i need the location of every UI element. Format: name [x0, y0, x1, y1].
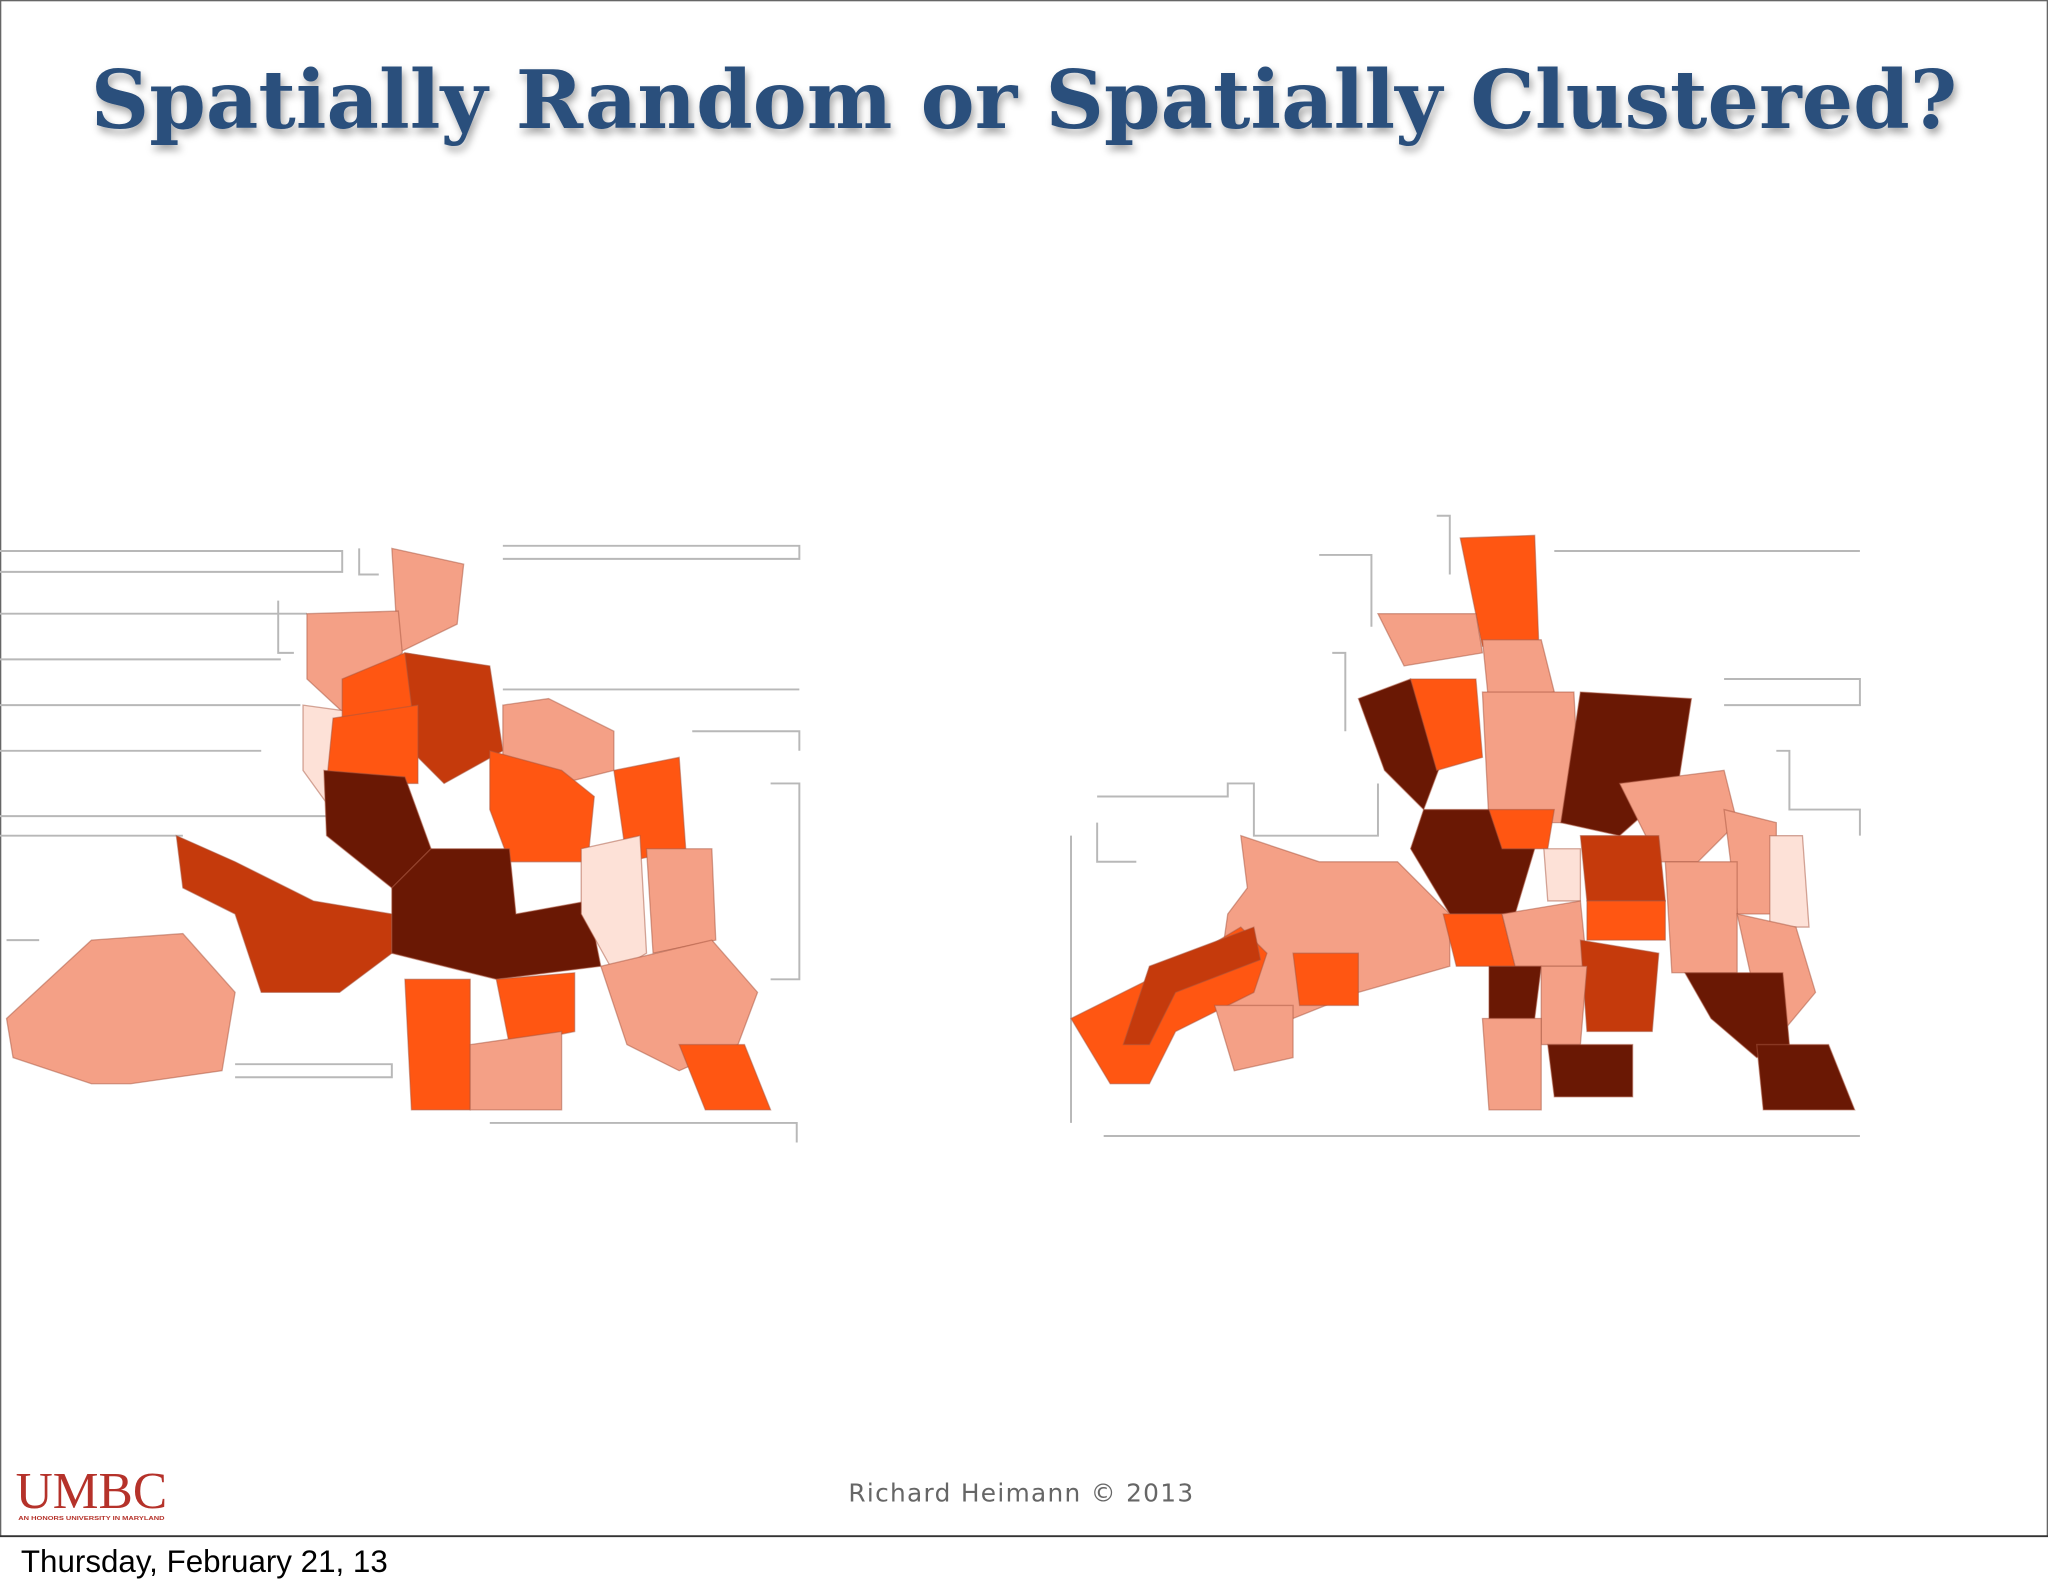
region	[175, 834, 393, 994]
region	[495, 972, 576, 1046]
region	[1376, 613, 1484, 667]
region	[1122, 926, 1262, 1046]
outline	[1776, 749, 1861, 836]
outline	[358, 548, 379, 576]
region	[1769, 835, 1810, 928]
region	[1540, 965, 1588, 1046]
region	[1547, 1043, 1634, 1098]
region	[1213, 1004, 1294, 1072]
region	[1543, 848, 1582, 902]
region	[1586, 900, 1666, 941]
outline	[502, 544, 801, 560]
slide-title: Spatially Random or Spatially Clustered?	[91, 53, 1957, 148]
region	[1664, 861, 1738, 974]
outline	[489, 1121, 798, 1143]
region	[469, 1030, 563, 1111]
outline	[277, 600, 294, 654]
outline	[1724, 678, 1861, 707]
date: Thursday, February 21, 13	[21, 1544, 388, 1579]
outline	[692, 730, 801, 751]
region	[1488, 965, 1542, 1020]
logo: UMBC	[16, 1462, 168, 1520]
outline	[1332, 651, 1347, 732]
outline	[1097, 782, 1379, 837]
outline	[1436, 514, 1451, 575]
region	[1579, 939, 1660, 1033]
region	[404, 978, 471, 1111]
region	[1409, 678, 1484, 772]
outline	[770, 782, 801, 981]
region	[1756, 1043, 1856, 1111]
outline	[0, 550, 344, 573]
credit: Richard Heimann © 2013	[848, 1479, 1194, 1508]
region	[325, 704, 419, 785]
map-random	[0, 544, 801, 1143]
region	[1579, 835, 1667, 902]
region	[1481, 1017, 1542, 1111]
region	[1292, 952, 1360, 1007]
outline	[1096, 822, 1137, 863]
outline	[1319, 553, 1373, 627]
logo-subtitle: AN HONORS UNIVERSITY IN MARYLAND	[18, 1516, 164, 1522]
region	[5, 932, 236, 1085]
region	[678, 1043, 772, 1111]
region	[645, 848, 717, 954]
map-clustered	[1070, 514, 1861, 1137]
outline	[235, 1063, 393, 1079]
